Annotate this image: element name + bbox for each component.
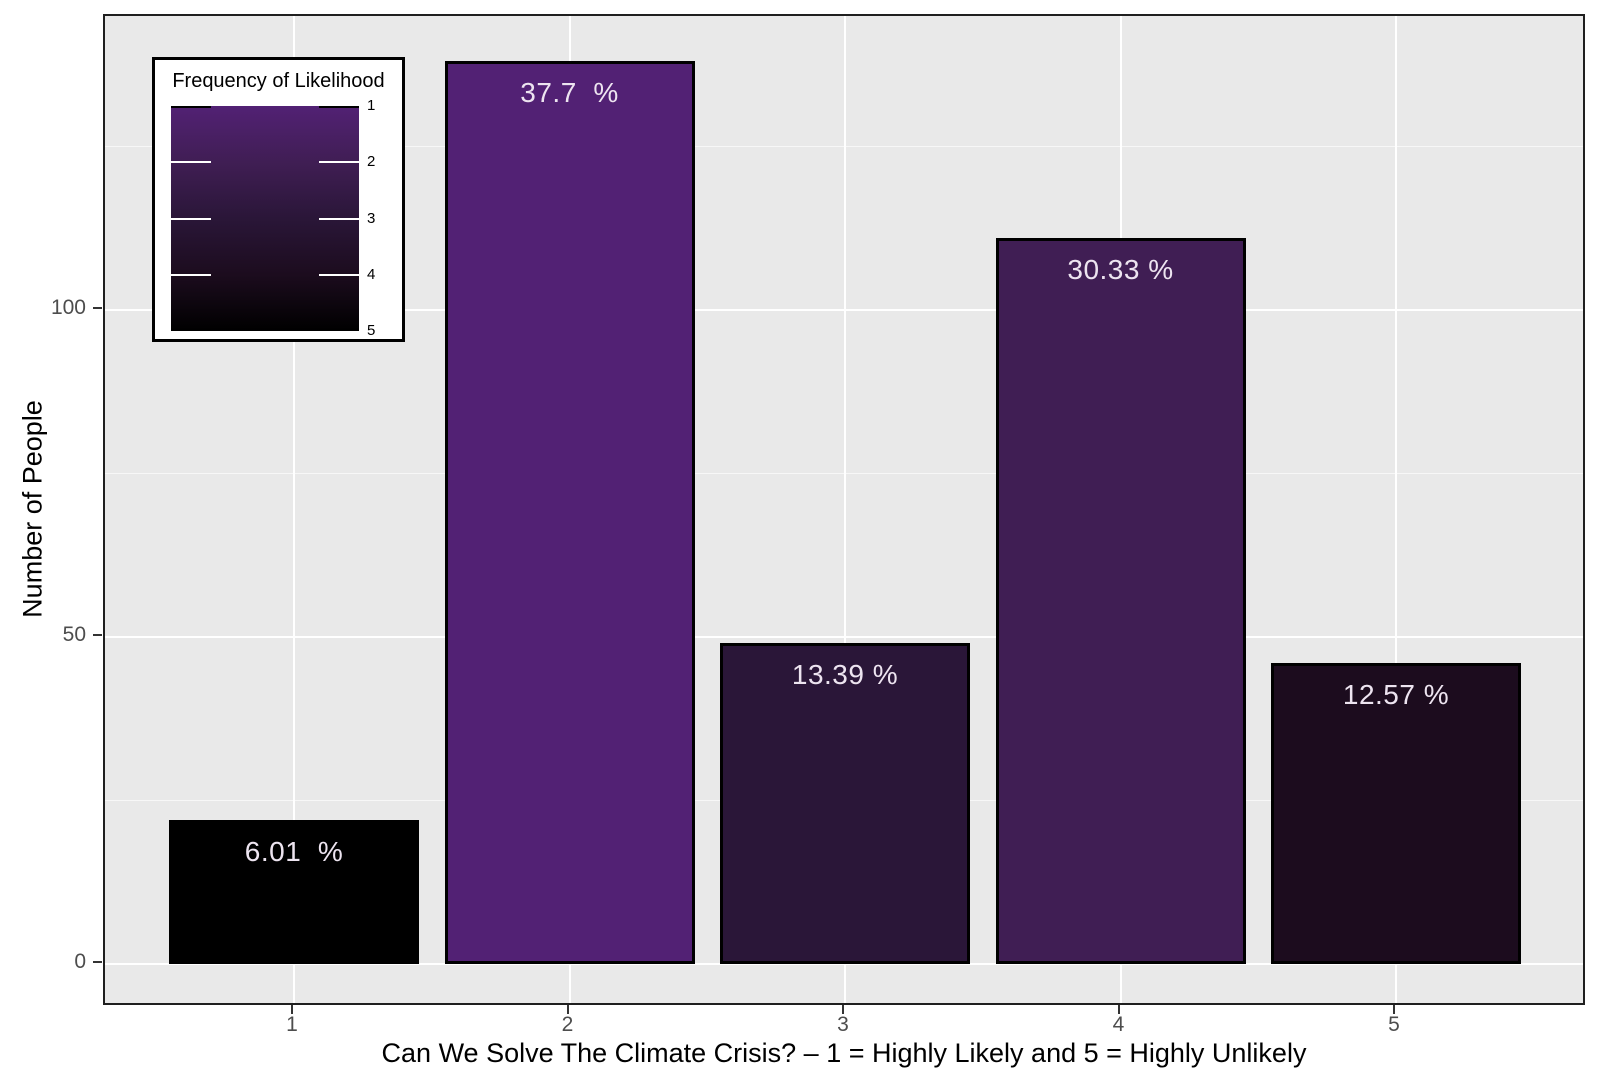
bar-category-3: 13.39 % <box>720 643 970 964</box>
bar-category-4: 30.33 % <box>995 237 1246 964</box>
colorbar-tick <box>319 273 359 276</box>
y-axis-tick-label: 0 <box>74 950 86 973</box>
gridline-major-vertical <box>844 16 846 1003</box>
bar-value-label: 12.57 % <box>1342 678 1450 710</box>
colorbar-tick <box>319 329 359 331</box>
legend-tick-label: 4 <box>367 265 376 283</box>
colorbar-tick <box>319 161 359 164</box>
x-axis-tick <box>842 1005 844 1014</box>
x-axis-tick-label: 4 <box>1112 1013 1125 1036</box>
bar-category-2: 37.7 % <box>444 60 695 964</box>
colorbar-tick <box>319 217 359 220</box>
bar-category-1: 6.01 % <box>169 820 419 964</box>
colorbar-tick <box>171 329 211 331</box>
x-axis-tick-label: 5 <box>1388 1013 1400 1036</box>
legend-tick-label: 5 <box>367 322 376 339</box>
bar-value-label: 13.39 % <box>791 659 899 691</box>
y-axis-tick-label: 50 <box>62 622 86 646</box>
legend-title: Frequency of Likelihood <box>172 70 385 92</box>
x-axis-tick <box>1117 1005 1120 1014</box>
colorbar-tick <box>171 273 211 276</box>
gridline-major-vertical <box>293 16 295 1003</box>
bar-value-label: 6.01 % <box>244 836 344 867</box>
y-axis-tick-label: 100 <box>50 295 86 319</box>
colorbar-tick <box>171 217 211 220</box>
y-axis-tick <box>93 633 102 636</box>
y-axis-title: Number of People <box>17 400 48 618</box>
x-axis-tick <box>291 1005 293 1014</box>
bar-value-label: 37.7 % <box>520 76 619 108</box>
x-axis-tick <box>566 1005 569 1014</box>
colorbar-tick <box>171 106 211 108</box>
gridline-major-vertical <box>1395 16 1397 1003</box>
plot-panel: 6.01 % 37.7 % 13.39 % 30.33 % 12.57 % <box>103 14 1585 1005</box>
colorbar-tick <box>171 161 211 164</box>
colorbar-tick <box>319 106 359 108</box>
legend-tick-label: 3 <box>367 209 376 227</box>
legend: Frequency of Likelihood 1 2 3 4 5 <box>152 57 405 342</box>
x-axis-tick-label: 3 <box>837 1013 849 1036</box>
x-axis-tick-label: 1 <box>286 1013 298 1036</box>
x-axis-title: Can We Solve The Climate Crisis? – 1 = H… <box>381 1038 1307 1068</box>
y-axis-tick <box>93 306 102 309</box>
bar-category-5: 12.57 % <box>1271 662 1521 964</box>
y-axis-tick <box>93 961 102 963</box>
x-axis-tick-label: 2 <box>561 1013 574 1036</box>
bar-value-label: 30.33 % <box>1067 253 1174 285</box>
legend-tick-label: 1 <box>367 97 376 114</box>
legend-tick-label: 2 <box>367 153 376 171</box>
x-axis-tick <box>1393 1005 1395 1014</box>
